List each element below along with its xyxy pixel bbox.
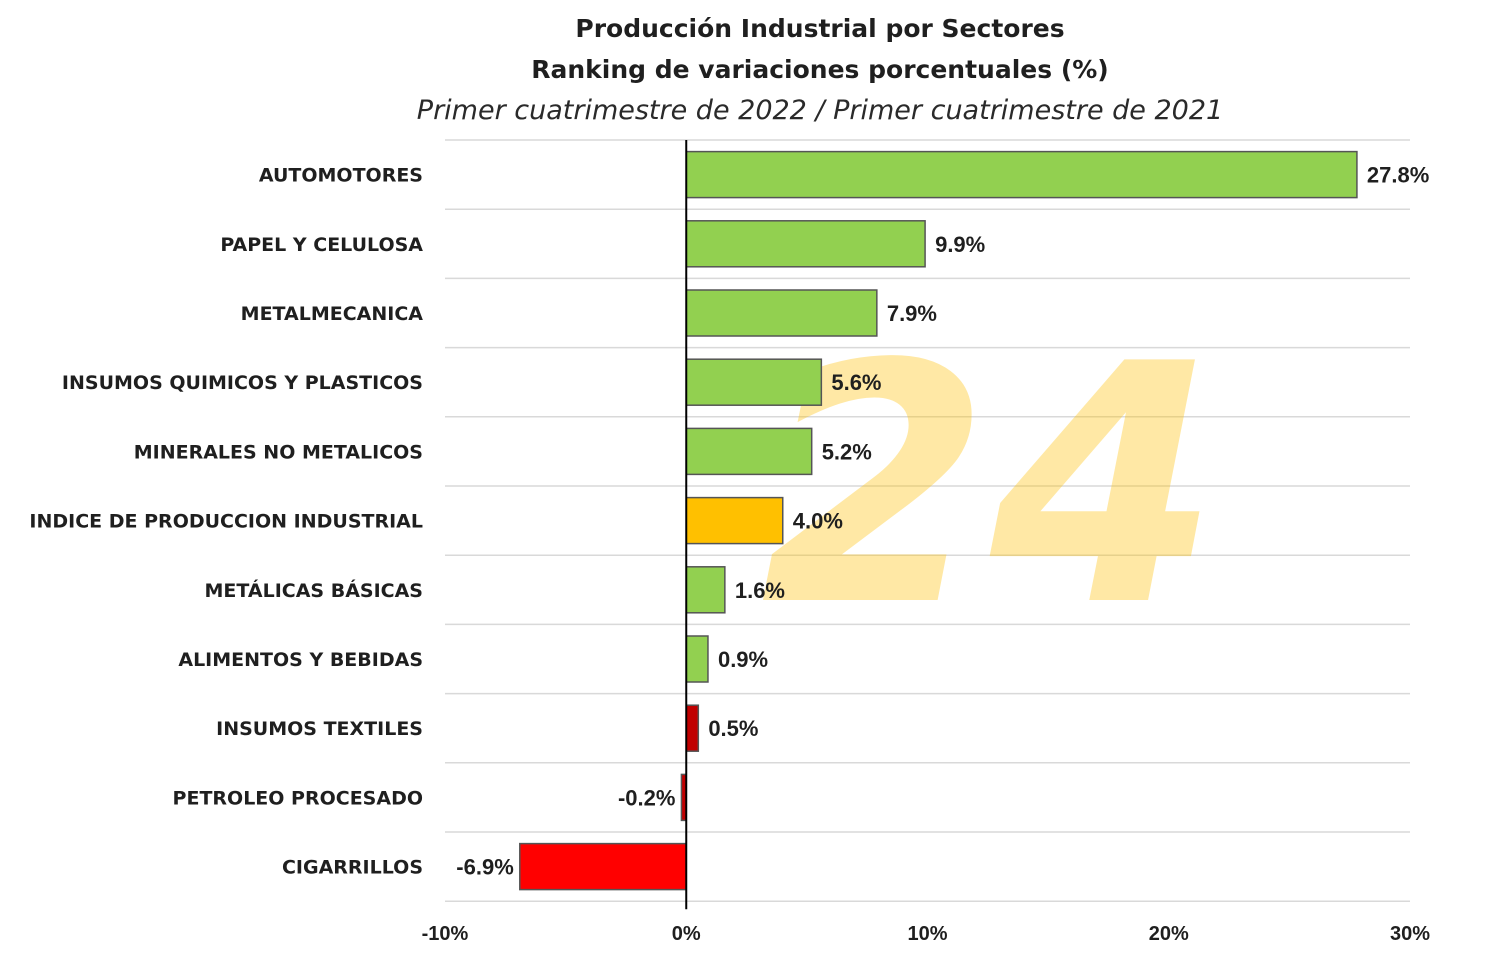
- category-label: ALIMENTOS Y BEBIDAS: [178, 649, 423, 671]
- chart-title: Producción Industrial por Sectores: [575, 14, 1065, 43]
- category-label: PAPEL Y CELULOSA: [220, 234, 423, 256]
- x-tick-label: 0%: [672, 923, 701, 945]
- bar: [685, 150, 1358, 199]
- x-tick-label: -10%: [422, 923, 469, 945]
- category-label: INSUMOS QUIMICOS Y PLASTICOS: [62, 372, 423, 394]
- category-label: AUTOMOTORES: [259, 165, 423, 187]
- category-label: METÁLICAS BÁSICAS: [205, 579, 423, 602]
- bar: [685, 289, 878, 337]
- watermark-logo: 24: [760, 294, 1219, 678]
- category-label: PETROLEO PROCESADO: [173, 787, 423, 809]
- bar: [685, 566, 726, 614]
- bar: [685, 704, 700, 752]
- x-tick-label: 20%: [1149, 923, 1189, 945]
- bar: [685, 427, 813, 476]
- data-label: -0.2%: [618, 785, 675, 810]
- bar: [685, 496, 784, 545]
- data-label: 0.9%: [718, 647, 768, 672]
- bar: [685, 220, 926, 268]
- data-label: 27.8%: [1367, 163, 1429, 188]
- data-label: 4.0%: [793, 509, 843, 534]
- bar: [519, 842, 687, 891]
- chart-titles: Producción Industrial por Sectores Ranki…: [0, 8, 1500, 132]
- data-label: 7.9%: [887, 301, 937, 326]
- chart-subtitle: Primer cuatrimestre de 2022 / Primer cua…: [416, 95, 1224, 126]
- category-label: MINERALES NO METALICOS: [134, 441, 423, 463]
- x-tick-label: 30%: [1390, 923, 1430, 945]
- category-label: INSUMOS TEXTILES: [216, 718, 423, 740]
- data-label: 9.9%: [935, 232, 985, 257]
- data-label: 5.2%: [822, 439, 872, 464]
- data-label: -6.9%: [456, 855, 513, 880]
- chart-title-2: Ranking de variaciones porcentuales (%): [531, 55, 1109, 84]
- category-label: INDICE DE PRODUCCION INDUSTRIAL: [29, 511, 423, 533]
- bar: [685, 358, 823, 406]
- category-label: CIGARRILLOS: [282, 857, 423, 879]
- x-tick-label: 10%: [907, 923, 947, 945]
- data-label: 5.6%: [831, 370, 881, 395]
- category-label: METALMECANICA: [241, 303, 424, 325]
- data-label: 1.6%: [735, 578, 785, 603]
- data-label: 0.5%: [708, 716, 758, 741]
- bar: [685, 635, 709, 683]
